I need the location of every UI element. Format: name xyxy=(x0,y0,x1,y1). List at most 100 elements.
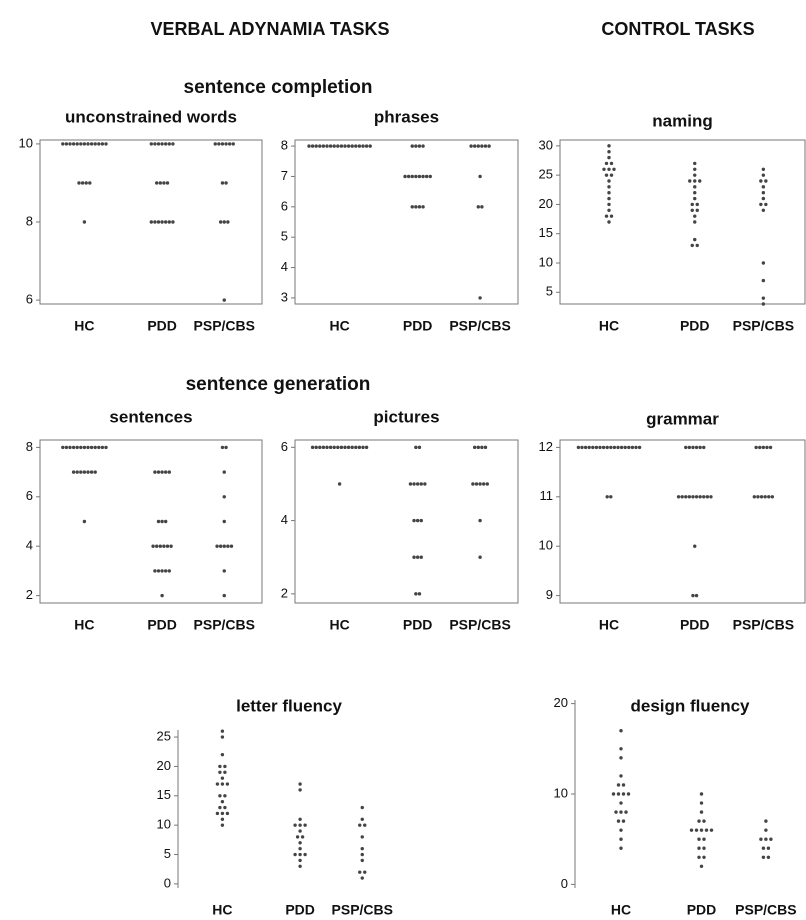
data-dot xyxy=(220,445,225,450)
data-dot xyxy=(612,445,617,450)
data-dot xyxy=(303,823,307,827)
y-tick-label: 20 xyxy=(157,758,171,773)
x-tick-label: HC xyxy=(74,617,94,633)
data-dot xyxy=(761,208,766,212)
data-dot xyxy=(693,173,697,177)
data-dot xyxy=(97,142,101,146)
data-dot xyxy=(406,174,411,179)
data-dot xyxy=(223,770,227,774)
data-dot xyxy=(480,445,484,450)
data-dot xyxy=(298,864,302,868)
data-dot xyxy=(612,167,616,171)
section-heading: CONTROL TASKS xyxy=(601,19,754,39)
data-dot xyxy=(64,445,69,450)
x-tick-label: PSP/CBS xyxy=(735,902,796,918)
group-title: sentence completion xyxy=(184,77,373,98)
data-dot xyxy=(691,495,695,499)
y-tick-label: 8 xyxy=(26,439,33,454)
data-dot xyxy=(410,205,414,209)
data-dot xyxy=(218,805,222,810)
data-dot xyxy=(64,142,69,146)
data-dot xyxy=(171,142,175,146)
data-dot xyxy=(423,482,427,486)
data-dot xyxy=(481,482,486,486)
data-dot xyxy=(478,555,482,559)
data-dot xyxy=(764,179,768,183)
panel-title: phrases xyxy=(374,107,439,126)
data-dot xyxy=(619,774,623,778)
data-dot xyxy=(360,817,364,821)
data-dot xyxy=(364,445,369,450)
data-dot xyxy=(627,445,631,450)
x-tick-label: PSP/CBS xyxy=(194,617,255,633)
data-dot xyxy=(222,298,226,302)
data-dot xyxy=(770,495,775,499)
y-tick-label: 2 xyxy=(26,587,33,602)
data-dot xyxy=(100,445,105,450)
y-tick-label: 0 xyxy=(164,875,171,890)
data-dot xyxy=(626,792,631,796)
data-dot xyxy=(231,142,235,146)
panel-title: unconstrained words xyxy=(65,107,237,126)
data-dot xyxy=(217,142,221,146)
data-dot xyxy=(314,144,318,148)
data-dot xyxy=(709,495,713,499)
data-dot xyxy=(218,220,223,224)
data-dot xyxy=(295,835,300,839)
data-dot xyxy=(220,735,225,739)
data-dot xyxy=(298,846,302,851)
data-dot xyxy=(693,167,697,171)
data-dot xyxy=(630,445,635,450)
data-dot xyxy=(220,729,225,733)
y-tick-label: 2 xyxy=(281,585,288,600)
y-tick-label: 5 xyxy=(281,229,288,244)
data-dot xyxy=(637,445,642,450)
data-dot xyxy=(619,810,623,814)
data-dot xyxy=(361,445,365,450)
data-dot xyxy=(472,144,477,148)
y-tick-label: 20 xyxy=(554,695,568,710)
data-dot xyxy=(754,445,758,450)
data-dot xyxy=(761,185,766,189)
data-dot xyxy=(153,220,157,224)
data-dot xyxy=(583,445,588,450)
y-tick-label: 10 xyxy=(19,135,33,150)
data-dot xyxy=(336,445,340,450)
data-dot xyxy=(759,179,763,183)
data-dot xyxy=(702,855,706,859)
data-dot xyxy=(616,783,621,787)
data-dot xyxy=(697,837,701,841)
data-dot xyxy=(759,202,763,207)
data-dot xyxy=(153,142,157,146)
data-dot xyxy=(471,482,475,486)
data-dot xyxy=(224,445,228,450)
data-dot xyxy=(605,495,609,499)
x-tick-label: HC xyxy=(329,617,349,633)
data-dot xyxy=(623,445,627,450)
data-dot xyxy=(298,823,302,827)
x-tick-label: HC xyxy=(74,318,94,334)
x-tick-label: HC xyxy=(611,902,631,918)
data-dot xyxy=(691,445,695,450)
data-dot xyxy=(619,756,623,760)
data-dot xyxy=(634,445,638,450)
data-dot xyxy=(224,142,228,146)
data-dot xyxy=(764,828,768,832)
data-dot xyxy=(149,142,153,146)
data-dot xyxy=(298,841,302,845)
data-dot xyxy=(298,829,302,833)
x-tick-label: PSP/CBS xyxy=(449,617,510,633)
data-dot xyxy=(156,142,161,146)
data-dot xyxy=(79,445,83,450)
data-dot xyxy=(607,185,611,189)
data-dot xyxy=(576,445,581,450)
data-dot xyxy=(156,470,161,474)
data-dot xyxy=(167,220,171,224)
y-tick-label: 4 xyxy=(281,259,288,274)
data-dot xyxy=(766,846,771,850)
data-dot xyxy=(97,445,101,450)
data-dot xyxy=(607,191,611,195)
data-dot xyxy=(360,846,364,851)
data-dot xyxy=(227,142,232,146)
data-dot xyxy=(689,828,694,832)
